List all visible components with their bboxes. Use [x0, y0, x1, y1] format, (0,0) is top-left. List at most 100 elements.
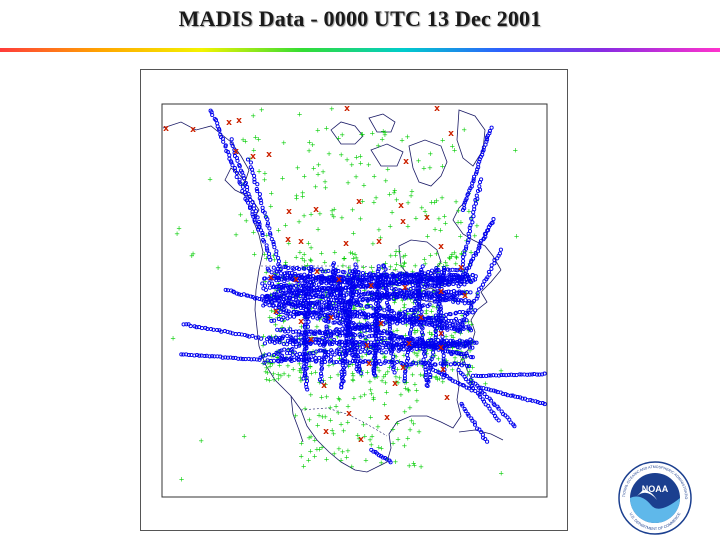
aircraft-report-marker: [271, 353, 276, 358]
surface-station-marker: +: [207, 175, 213, 183]
aircraft-report-marker: [364, 272, 369, 277]
surface-station-marker: +: [430, 303, 436, 311]
surface-station-marker: +: [347, 266, 353, 274]
surface-station-marker: +: [466, 318, 472, 326]
aircraft-report-marker: [269, 318, 274, 323]
surface-station-marker: +: [451, 249, 457, 257]
aircraft-report-marker: [492, 402, 497, 407]
surface-station-marker: +: [383, 177, 389, 185]
surface-station-marker: +: [338, 151, 344, 159]
surface-station-marker: +: [468, 379, 474, 387]
aircraft-report-marker: [454, 290, 459, 295]
surface-station-marker: +: [461, 126, 467, 134]
surface-station-marker: +: [458, 219, 464, 227]
surface-station-marker: +: [371, 394, 377, 402]
aircraft-report-marker: [509, 372, 514, 377]
surface-station-marker: +: [307, 363, 313, 371]
surface-station-marker: +: [379, 264, 385, 272]
aircraft-report-marker: [449, 273, 454, 278]
surface-station-marker: +: [414, 327, 420, 335]
aircraft-report-marker: [316, 301, 321, 306]
aircraft-report-marker: [475, 188, 481, 194]
surface-station-marker: +: [335, 371, 341, 379]
surface-station-marker: +: [326, 323, 332, 331]
surface-station-marker: +: [240, 136, 246, 144]
surface-station-marker: +: [401, 442, 407, 450]
aircraft-report-marker: [486, 373, 491, 378]
aircraft-report-marker: [319, 379, 324, 384]
aircraft-report-marker: [323, 334, 329, 339]
aircraft-report-marker: [391, 367, 396, 372]
surface-station-marker: +: [323, 380, 329, 388]
aircraft-report-marker: [446, 289, 451, 294]
surface-station-marker: +: [340, 262, 346, 270]
surface-station-marker: +: [262, 278, 268, 286]
aircraft-report-marker: [449, 341, 454, 346]
surface-station-marker: +: [369, 433, 375, 441]
surface-station-marker: +: [396, 247, 402, 255]
surface-station-marker: +: [281, 139, 287, 147]
aircraft-report-marker: [434, 276, 439, 281]
hudson-bay: [398, 239, 442, 281]
aircraft-report-marker: [310, 315, 316, 320]
aircraft-report-marker: [376, 274, 381, 279]
aircraft-report-marker: [361, 283, 366, 289]
surface-station-marker: +: [433, 374, 439, 382]
surface-station-marker: +: [434, 197, 440, 205]
aircraft-report-marker: [484, 394, 489, 400]
surface-station-marker: +: [472, 232, 478, 240]
surface-station-marker: +: [424, 350, 430, 358]
aircraft-report-marker: [496, 418, 501, 423]
aircraft-report-marker: [248, 160, 253, 165]
upper-air-station-marker: x: [434, 104, 440, 114]
aircraft-report-marker: [460, 403, 465, 408]
surface-station-marker: +: [381, 373, 387, 381]
aircraft-report-marker: [194, 352, 200, 358]
aircraft-report-marker: [326, 297, 331, 302]
surface-station-marker: +: [336, 395, 342, 403]
aircraft-report-marker: [389, 340, 394, 345]
aircraft-report-marker: [403, 281, 409, 286]
surface-station-marker: +: [355, 257, 361, 265]
surface-station-marker: +: [375, 142, 381, 150]
aircraft-report-marker: [444, 277, 449, 282]
aircraft-report-marker: [382, 336, 387, 341]
surface-station-marker: +: [432, 199, 438, 207]
aircraft-report-marker: [331, 360, 336, 365]
surface-station-marker: +: [444, 357, 450, 365]
surface-station-marker: +: [298, 452, 304, 460]
surface-station-marker: +: [418, 463, 424, 471]
surface-station-marker: +: [402, 331, 408, 339]
aircraft-report-marker: [234, 170, 240, 176]
upper-air-station-marker: x: [285, 235, 291, 245]
surface-station-marker: +: [298, 377, 304, 385]
surface-station-marker: +: [433, 373, 439, 381]
aircraft-report-marker: [416, 302, 422, 307]
aircraft-report-marker: [434, 268, 439, 273]
aircraft-report-marker: [428, 372, 433, 378]
surface-station-marker: +: [312, 437, 318, 445]
aircraft-report-marker: [360, 270, 365, 276]
surface-station-marker: +: [388, 263, 394, 271]
aircraft-report-marker: [342, 369, 347, 374]
surface-station-marker: +: [367, 378, 373, 386]
aircraft-report-marker: [462, 271, 467, 277]
surface-station-marker: +: [360, 305, 366, 313]
arctic-islands-3: [370, 143, 404, 167]
aircraft-report-marker: [425, 278, 430, 284]
surface-station-marker: +: [411, 420, 417, 428]
aircraft-report-marker: [277, 263, 282, 269]
aircraft-report-marker: [221, 139, 226, 144]
aircraft-report-marker: [421, 357, 426, 362]
surface-station-marker: +: [434, 250, 440, 258]
aircraft-report-marker: [352, 332, 358, 338]
surface-station-marker: +: [306, 434, 312, 442]
aircraft-report-marker: [537, 372, 542, 377]
aircraft-report-marker: [240, 170, 245, 175]
aircraft-report-marker: [369, 275, 374, 280]
surface-station-marker: +: [424, 212, 430, 220]
aircraft-report-marker: [313, 305, 318, 310]
aircraft-report-marker: [441, 356, 446, 362]
aircraft-report-marker: [374, 348, 379, 353]
aircraft-report-marker: [350, 291, 355, 296]
